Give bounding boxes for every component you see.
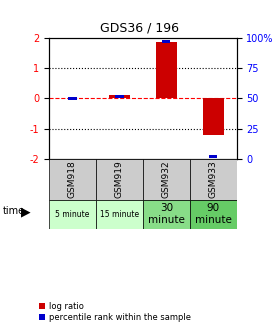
Bar [49,200,96,229]
Bar [143,159,190,200]
Bar [96,159,143,200]
Text: GSM932: GSM932 [162,161,171,198]
Bar [109,95,130,98]
Text: 5 minute: 5 minute [55,210,90,219]
Bar [96,200,143,229]
Text: ▶: ▶ [21,205,31,218]
Text: GDS36 / 196: GDS36 / 196 [101,21,179,34]
Bar [143,200,190,229]
Bar [190,200,237,229]
Text: GSM919: GSM919 [115,161,124,198]
Bar [68,97,77,100]
Text: GSM918: GSM918 [68,161,77,198]
Bar [162,40,171,43]
Text: time: time [3,206,25,216]
Text: 15 minute: 15 minute [100,210,139,219]
Text: 30
minute: 30 minute [148,203,185,225]
Bar [203,98,224,135]
Text: 90
minute: 90 minute [195,203,232,225]
Legend: log ratio, percentile rank within the sample: log ratio, percentile rank within the sa… [38,301,192,323]
Bar [115,95,123,97]
Bar [49,159,96,200]
Bar [156,42,177,98]
Bar [190,159,237,200]
Text: GSM933: GSM933 [209,161,218,198]
Bar [209,155,217,158]
